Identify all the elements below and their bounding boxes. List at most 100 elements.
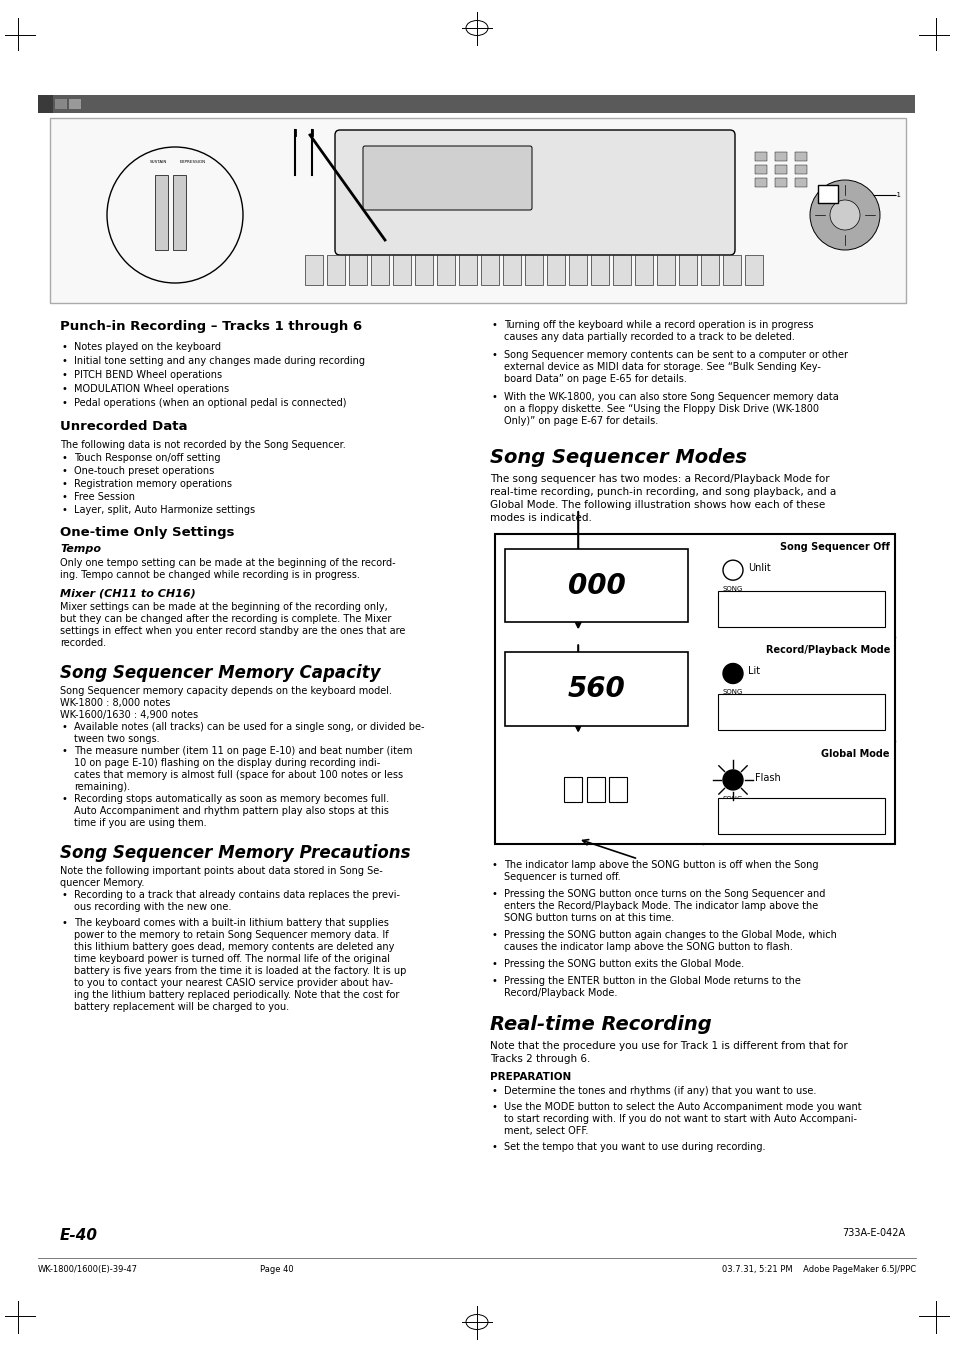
- Bar: [436, 255, 455, 285]
- Text: Tracks 2 through 6.: Tracks 2 through 6.: [490, 1054, 590, 1065]
- Bar: [349, 255, 367, 285]
- Text: Recording stops automatically as soon as memory becomes full.: Recording stops automatically as soon as…: [74, 794, 389, 804]
- Text: One-touch preset operations: One-touch preset operations: [74, 466, 214, 476]
- Text: The measure number (item 11 on page E-10) and beat number (item: The measure number (item 11 on page E-10…: [74, 746, 412, 757]
- Text: Unlit: Unlit: [747, 563, 770, 573]
- Text: The keyboard comes with a built-in lithium battery that supplies: The keyboard comes with a built-in lithi…: [74, 917, 389, 928]
- Text: •: •: [492, 975, 497, 986]
- Text: Free Session: Free Session: [74, 492, 135, 503]
- Text: Available notes (all tracks) can be used for a single song, or divided be-: Available notes (all tracks) can be used…: [74, 721, 424, 732]
- Bar: [590, 255, 608, 285]
- Text: •: •: [62, 384, 68, 394]
- Bar: [718, 590, 884, 627]
- Text: causes the indicator lamp above the SONG button to flash.: causes the indicator lamp above the SONG…: [503, 942, 792, 952]
- Bar: [754, 153, 766, 161]
- Text: cates that memory is almost full (space for about 100 notes or less: cates that memory is almost full (space …: [74, 770, 403, 780]
- Bar: [679, 255, 697, 285]
- Bar: [371, 255, 389, 285]
- Text: Song Sequencer Memory Precautions: Song Sequencer Memory Precautions: [60, 844, 410, 862]
- Text: Song Sequencer Modes: Song Sequencer Modes: [490, 449, 746, 467]
- Text: PITCH BEND Wheel operations: PITCH BEND Wheel operations: [74, 370, 222, 380]
- Circle shape: [829, 200, 859, 230]
- Text: Determine the tones and rhythms (if any) that you want to use.: Determine the tones and rhythms (if any)…: [503, 1086, 816, 1096]
- Bar: [458, 255, 476, 285]
- Text: •: •: [62, 492, 68, 503]
- Text: Set the tempo that you want to use during recording.: Set the tempo that you want to use durin…: [503, 1142, 764, 1152]
- Bar: [504, 549, 687, 623]
- Text: real-time recording, punch-in recording, and song playback, and a: real-time recording, punch-in recording,…: [490, 486, 836, 497]
- Circle shape: [722, 663, 742, 684]
- Circle shape: [722, 561, 742, 580]
- Text: Record/Playback Mode: Record/Playback Mode: [765, 646, 889, 655]
- Bar: [754, 165, 766, 174]
- Text: MODULATION Wheel operations: MODULATION Wheel operations: [74, 384, 229, 394]
- Text: Only one tempo setting can be made at the beginning of the record-: Only one tempo setting can be made at th…: [60, 558, 395, 567]
- Text: E-40: E-40: [60, 1228, 98, 1243]
- Text: Lit: Lit: [747, 666, 760, 677]
- Text: MUSICAL INFORMATION SYSTEM: MUSICAL INFORMATION SYSTEM: [421, 176, 477, 180]
- Text: battery is five years from the time it is loaded at the factory. It is up: battery is five years from the time it i…: [74, 966, 406, 975]
- Text: Song Sequencer Memory Capacity: Song Sequencer Memory Capacity: [60, 663, 380, 682]
- Text: Pressing the SONG button again changes to the Global Mode, which: Pressing the SONG button again changes t…: [503, 929, 836, 940]
- Bar: [794, 178, 806, 186]
- Bar: [774, 153, 786, 161]
- Text: Auto Accompaniment and rhythm pattern play also stops at this: Auto Accompaniment and rhythm pattern pl…: [74, 807, 389, 816]
- Text: With the WK-1800, you can also store Song Sequencer memory data: With the WK-1800, you can also store Son…: [503, 392, 838, 403]
- Text: Punch-in Recording – Tracks 1 through 6: Punch-in Recording – Tracks 1 through 6: [60, 320, 362, 332]
- Text: PREPARATION: PREPARATION: [490, 1071, 571, 1082]
- Text: •: •: [62, 480, 68, 489]
- Text: The following data is not recorded by the Song Sequencer.: The following data is not recorded by th…: [60, 440, 345, 450]
- Bar: [524, 255, 542, 285]
- Bar: [154, 176, 168, 250]
- Text: tween two songs.: tween two songs.: [74, 734, 159, 744]
- Text: causes any data partially recorded to a track to be deleted.: causes any data partially recorded to a …: [503, 332, 794, 342]
- Text: •: •: [62, 453, 68, 463]
- FancyBboxPatch shape: [363, 146, 532, 209]
- Text: SONG: SONG: [722, 586, 742, 592]
- Bar: [744, 255, 762, 285]
- Text: •: •: [62, 370, 68, 380]
- Text: Tempo: Tempo: [60, 544, 101, 554]
- Text: •: •: [492, 1102, 497, 1112]
- Circle shape: [809, 180, 879, 250]
- FancyBboxPatch shape: [335, 130, 734, 255]
- Text: this lithium battery goes dead, memory contents are deleted any: this lithium battery goes dead, memory c…: [74, 942, 394, 952]
- Bar: [722, 255, 740, 285]
- Text: remaining).: remaining).: [74, 782, 130, 792]
- Text: Unrecorded Data: Unrecorded Data: [60, 420, 188, 434]
- Text: time if you are using them.: time if you are using them.: [74, 817, 207, 828]
- Bar: [794, 153, 806, 161]
- Bar: [38, 95, 53, 113]
- Text: Touch Response on/off setting: Touch Response on/off setting: [74, 453, 220, 463]
- Text: on a floppy diskette. See “Using the Floppy Disk Drive (WK-1800: on a floppy diskette. See “Using the Flo…: [503, 404, 818, 413]
- Text: •: •: [62, 794, 68, 804]
- Bar: [774, 178, 786, 186]
- Text: •: •: [492, 929, 497, 940]
- Text: Song Sequencer Off: Song Sequencer Off: [780, 542, 889, 553]
- Circle shape: [722, 770, 742, 790]
- Text: •: •: [62, 505, 68, 515]
- Text: 560: 560: [567, 676, 625, 703]
- Text: Pressing the SONG button exits the Global Mode.: Pressing the SONG button exits the Globa…: [503, 959, 743, 969]
- Bar: [568, 255, 586, 285]
- Text: external device as MIDI data for storage. See “Bulk Sending Key-: external device as MIDI data for storage…: [503, 362, 820, 372]
- Text: Record/Playback Mode.: Record/Playback Mode.: [503, 988, 617, 998]
- Text: •: •: [62, 342, 68, 353]
- Text: •: •: [62, 357, 68, 366]
- Text: WK-1800 : 8,000 notes: WK-1800 : 8,000 notes: [60, 698, 171, 708]
- Text: Sequencer is turned off.: Sequencer is turned off.: [503, 871, 620, 882]
- Text: •: •: [62, 917, 68, 928]
- Text: power to the memory to retain Song Sequencer memory data. If: power to the memory to retain Song Seque…: [74, 929, 388, 940]
- Text: Song Sequencer memory capacity depends on the keyboard model.: Song Sequencer memory capacity depends o…: [60, 686, 392, 696]
- Text: Recording to a track that already contains data replaces the previ-: Recording to a track that already contai…: [74, 890, 399, 900]
- Text: Song Sequencer memory contents can be sent to a computer or other: Song Sequencer memory contents can be se…: [503, 350, 847, 359]
- Bar: [794, 165, 806, 174]
- Text: •: •: [62, 746, 68, 757]
- Text: Note the following important points about data stored in Song Se-: Note the following important points abou…: [60, 866, 382, 875]
- Bar: [635, 255, 652, 285]
- Bar: [608, 777, 626, 802]
- Text: ing the lithium battery replaced periodically. Note that the cost for: ing the lithium battery replaced periodi…: [74, 990, 399, 1000]
- Bar: [38, 95, 914, 113]
- Bar: [172, 176, 186, 250]
- Text: ing. Tempo cannot be changed while recording is in progress.: ing. Tempo cannot be changed while recor…: [60, 570, 359, 580]
